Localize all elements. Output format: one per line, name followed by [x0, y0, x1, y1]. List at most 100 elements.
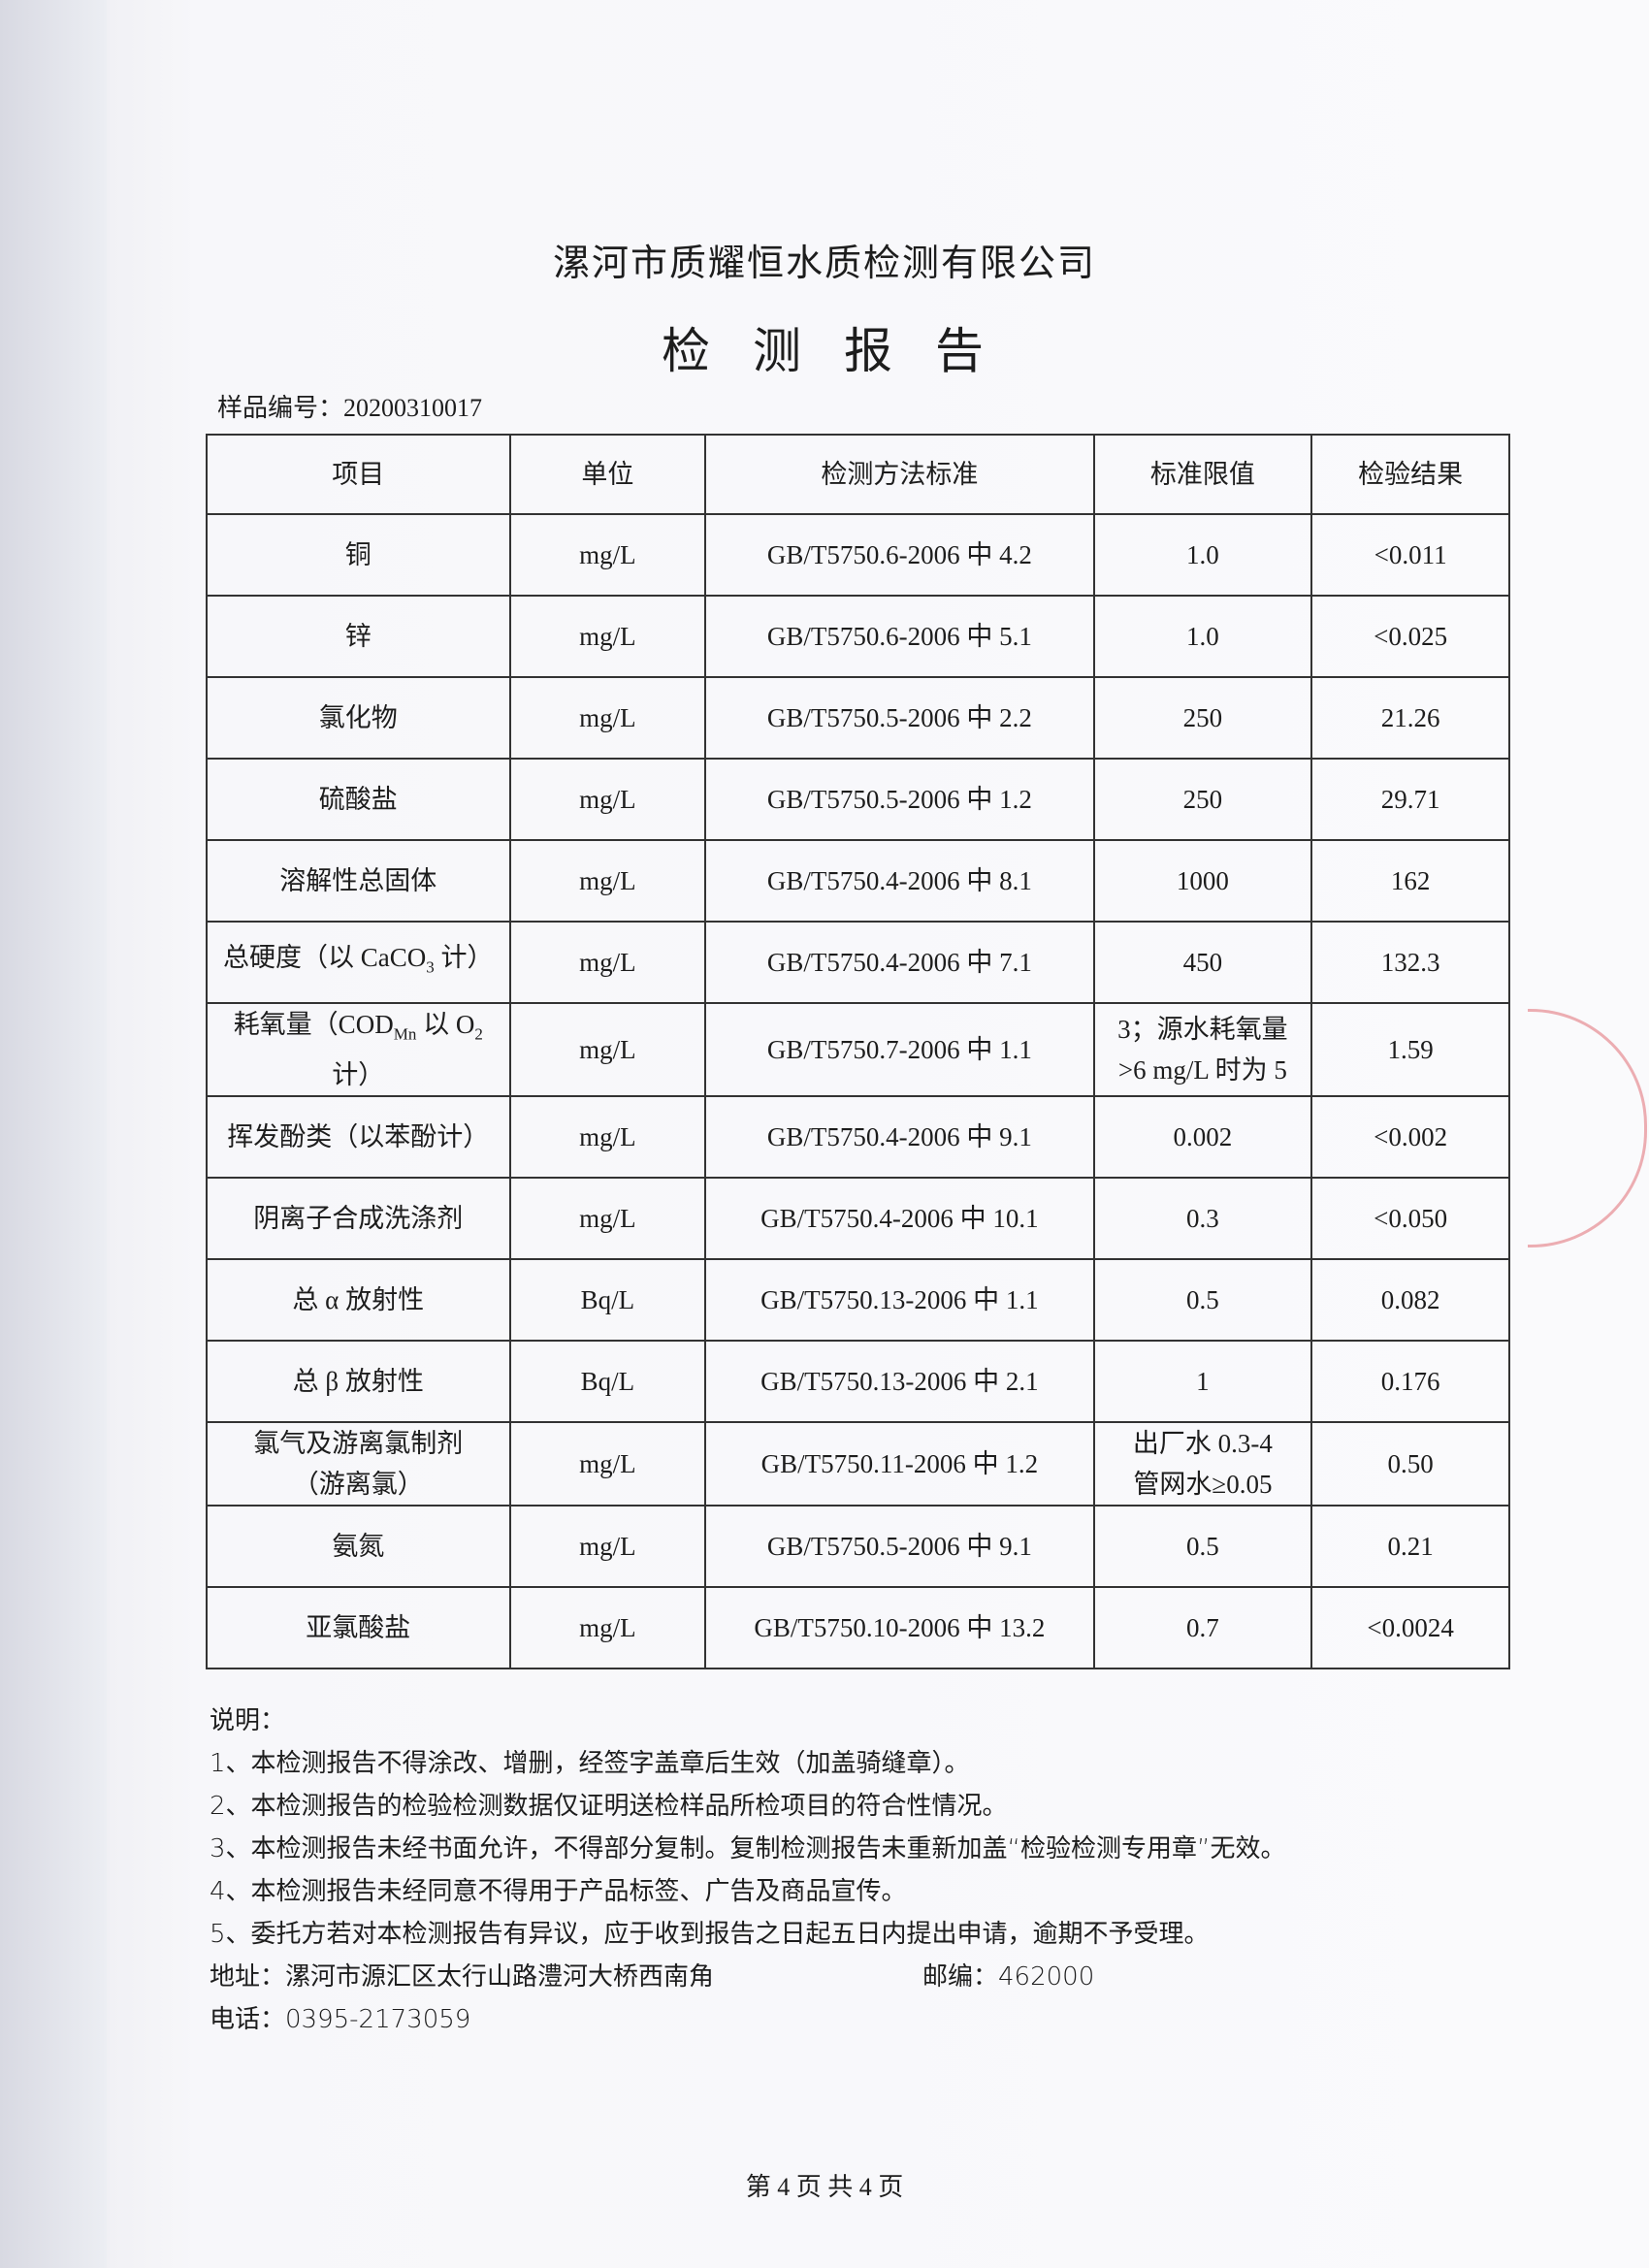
cell-limit: 250: [1092, 676, 1313, 760]
address: 地址：漯河市源汇区太行山路澧河大桥西南角: [210, 1962, 715, 1992]
cell-limit: 出厂水 0.3-4 管网水≥0.05: [1092, 1421, 1313, 1507]
text-segment: 计）: [434, 942, 494, 972]
cell-unit: mg/L: [508, 758, 707, 841]
note-item: 1、本检测报告不得涂改、增删，经签字盖章后生效（加盖骑缝章）。: [210, 1749, 970, 1778]
text-segment: 锌: [344, 622, 372, 651]
cell-result: 0.50: [1310, 1421, 1510, 1507]
col-header-unit: 单位: [508, 434, 707, 515]
col-header-result: 检验结果: [1310, 434, 1510, 515]
page-number: 第 4 页 共 4 页: [745, 2173, 904, 2201]
cell-item: 锌: [206, 595, 511, 678]
table-row: 挥发酚类（以苯酚计） mg/L GB/T5750.4-2006 中 9.1 0.002…: [206, 1095, 1510, 1180]
company-name: 漯河市质耀恒水质检测有限公司: [552, 242, 1096, 284]
text-segment: 0.5: [1186, 1285, 1219, 1315]
sample-number: 样品编号：20200310017: [217, 394, 483, 422]
col-header-method: 检测方法标准: [704, 434, 1095, 515]
table-row: 硫酸盐 mg/L GB/T5750.5-2006 中 1.2 250 29.71: [206, 758, 1510, 841]
postcode: 邮编：462000: [922, 1962, 1095, 1992]
cell-method: GB/T5750.4-2006 中 7.1: [704, 921, 1095, 1004]
cell-limit: 0.002: [1092, 1095, 1313, 1180]
table-row: 总 β 放射性 Bq/L GB/T5750.13-2006 中 2.1 1 0.176: [206, 1340, 1510, 1424]
text-segment: 以 O: [416, 1010, 475, 1039]
cell-unit: mg/L: [508, 1586, 707, 1670]
cell-unit: mg/L: [508, 1001, 707, 1098]
results-table: 项目 单位 检测方法标准 标准限值 检验结果 铜 mg/L GB/T5750.6-2…: [206, 434, 1510, 1670]
text-segment: 氨氮: [332, 1532, 385, 1562]
cell-item: 总 α 放射性: [206, 1258, 511, 1343]
cell-limit: 0.5: [1092, 1258, 1313, 1343]
cell-item: 阴离子合成洗涤剂: [206, 1177, 511, 1261]
table-row: 氯化物 mg/L GB/T5750.5-2006 中 2.2 250 21.26: [206, 676, 1510, 760]
table-row: 氯气及游离氯制剂 （游离氯） mg/L GB/T5750.11-2006 中 1.2 出…: [206, 1421, 1510, 1507]
subscript: 3: [426, 957, 435, 977]
note-item: 2、本检测报告的检验检测数据仅证明送检样品所检项目的符合性情况。: [210, 1792, 1008, 1821]
cell-limit: 1.0: [1092, 595, 1313, 678]
text-segment: 溶解性总固体: [279, 866, 437, 895]
cell-method: GB/T5750.5-2006 中 1.2: [704, 758, 1095, 841]
cell-item: 挥发酚类（以苯酚计）: [206, 1095, 511, 1180]
text-segment: 250: [1182, 785, 1223, 814]
cell-unit: mg/L: [508, 1177, 707, 1261]
cell-unit: mg/L: [508, 839, 707, 923]
text-segment: （游离氯）: [292, 1470, 424, 1500]
cell-method: GB/T5750.6-2006 中 5.1: [704, 595, 1095, 678]
cell-unit: Bq/L: [508, 1340, 707, 1424]
scan-shadow: [0, 0, 107, 2268]
cell-result: 0.21: [1310, 1505, 1510, 1589]
cell-result: 21.26: [1310, 676, 1510, 760]
cell-result: 0.176: [1310, 1340, 1510, 1424]
cell-item: 耗氧量（CODMn 以 O2 计）: [206, 1001, 511, 1098]
cell-method: GB/T5750.6-2006 中 4.2: [704, 513, 1095, 597]
table-row: 阴离子合成洗涤剂 mg/L GB/T5750.4-2006 中 10.1 0.3 <0.…: [206, 1177, 1510, 1261]
cell-result: 1.59: [1310, 1001, 1510, 1098]
text-segment: 总 α 放射性: [292, 1285, 425, 1315]
cell-unit: mg/L: [508, 921, 707, 1004]
subscript: 2: [474, 1024, 483, 1044]
cell-method: GB/T5750.7-2006 中 1.1: [704, 1001, 1095, 1098]
table-header-row: 项目 单位 检测方法标准 标准限值 检验结果: [206, 434, 1510, 515]
cell-result: <0.0024: [1310, 1586, 1510, 1670]
text-segment: 0.002: [1173, 1122, 1233, 1152]
text-segment: 阴离子合成洗涤剂: [253, 1204, 464, 1234]
cell-result: 162: [1310, 839, 1510, 923]
table-row: 耗氧量（CODMn 以 O2 计） mg/L GB/T5750.7-2006 中 1.…: [206, 1001, 1510, 1098]
col-header-item: 项目: [206, 434, 511, 515]
cell-unit: mg/L: [508, 513, 707, 597]
text-segment: 氯气及游离氯制剂: [253, 1429, 464, 1459]
text-segment: 450: [1182, 948, 1223, 977]
cell-method: GB/T5750.13-2006 中 2.1: [704, 1340, 1095, 1424]
cell-limit: 1: [1092, 1340, 1313, 1424]
cell-item: 溶解性总固体: [206, 839, 511, 923]
text-segment: 氯化物: [318, 703, 398, 732]
cell-item: 总硬度（以 CaCO3 计）: [206, 921, 511, 1004]
cell-item: 亚氯酸盐: [206, 1586, 511, 1670]
cell-item: 硫酸盐: [206, 758, 511, 841]
cell-item: 氯气及游离氯制剂 （游离氯）: [206, 1421, 511, 1507]
text-segment: 亚氯酸盐: [306, 1613, 411, 1643]
report-title: 检测报告: [662, 323, 1026, 379]
text-segment: 出厂水 0.3-4: [1132, 1429, 1273, 1459]
cell-result: <0.025: [1310, 595, 1510, 678]
cell-result: 29.71: [1310, 758, 1510, 841]
note-item: 3、本检测报告未经书面允许，不得部分复制。复制检测报告未重新加盖“检验检测专用章…: [210, 1834, 1286, 1863]
cell-limit: 450: [1092, 921, 1313, 1004]
text-segment: 0.3: [1186, 1204, 1219, 1234]
text-segment: 3；源水耗氧量: [1117, 1015, 1288, 1045]
text-segment: 总 β 放射性: [292, 1367, 424, 1397]
note-item: 4、本检测报告未经同意不得用于产品标签、广告及商品宣传。: [210, 1877, 907, 1906]
cell-unit: mg/L: [508, 1095, 707, 1180]
cell-method: GB/T5750.10-2006 中 13.2: [704, 1586, 1095, 1670]
text-segment: 1: [1196, 1367, 1210, 1397]
table-row: 总硬度（以 CaCO3 计） mg/L GB/T5750.4-2006 中 7.1 4…: [206, 921, 1510, 1004]
cell-method: GB/T5750.4-2006 中 9.1: [704, 1095, 1095, 1180]
cell-result: <0.002: [1310, 1095, 1510, 1180]
cell-limit: 0.7: [1092, 1586, 1313, 1670]
note-item: 5、委托方若对本检测报告有异议，应于收到报告之日起五日内提出申请，逾期不予受理。: [210, 1920, 1210, 1949]
cell-item: 氯化物: [206, 676, 511, 760]
text-segment: 1.0: [1186, 540, 1219, 569]
cell-limit: 0.5: [1092, 1505, 1313, 1589]
cell-unit: mg/L: [508, 595, 707, 678]
text-segment: 0.7: [1186, 1613, 1219, 1643]
text-segment: 计）: [332, 1060, 385, 1090]
cell-method: GB/T5750.4-2006 中 8.1: [704, 839, 1095, 923]
